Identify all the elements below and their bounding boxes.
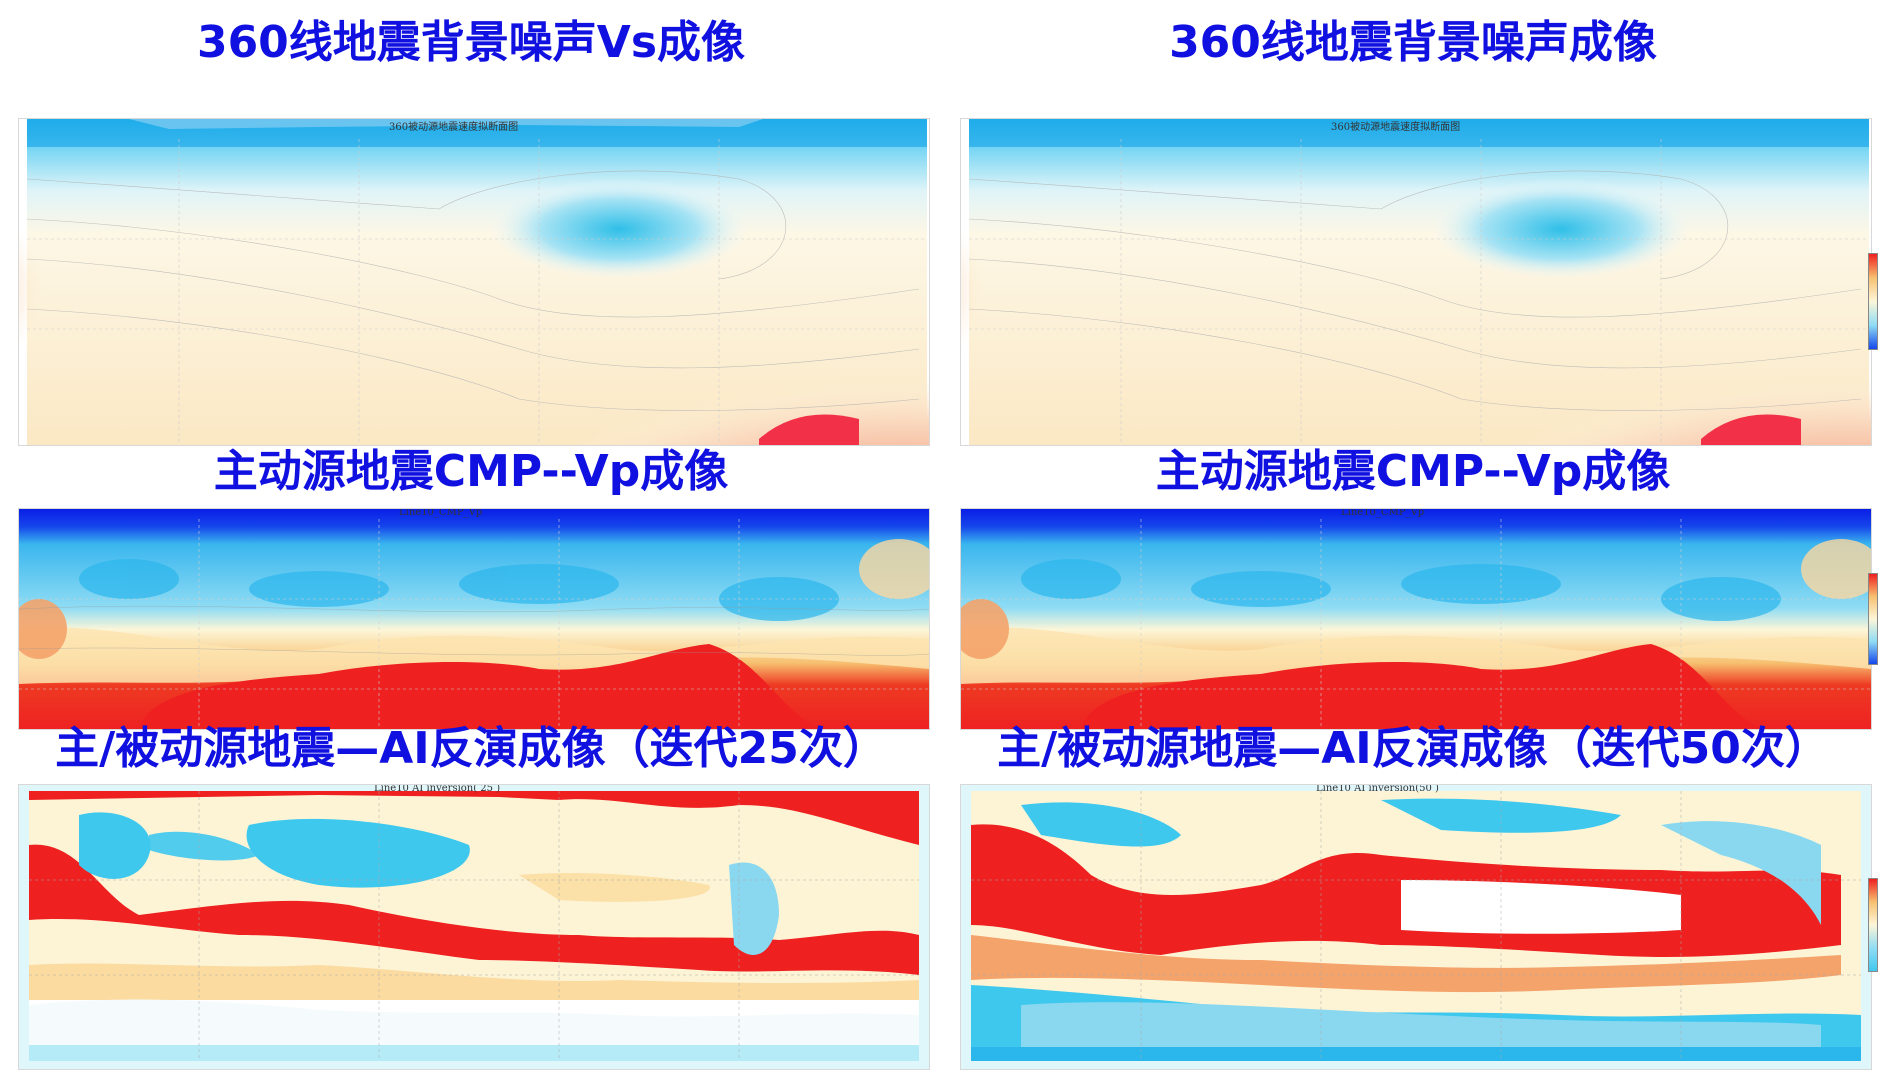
row3-title: 主/被动源地震—AI反演成像（迭代25次） [55,723,887,774]
passive-vs-section-plot: 360被动源地震速度拟断面图 [960,118,1872,446]
ai-inversion-image [961,785,1871,1069]
cmp-vp-section-plot: Line10_CMP_Vp [18,508,930,730]
vp-contour-image [19,509,929,729]
row1-title: 360线地震背景噪声成像 [1169,17,1657,68]
vs-contour-image [19,119,929,445]
ai-inversion-50-plot: Line10 AI inversion(50 ) [960,784,1872,1070]
passive-vs-section-plot: 360被动源地震速度拟断面图 [18,118,930,446]
cmp-vp-section-plot: Line10_CMP_Vp [960,508,1872,730]
row2-title: 主动源地震CMP--Vp成像 [1155,446,1671,497]
vp-contour-image [961,509,1871,729]
right-panel: 360线地震背景噪声成像 360被动源地震速度拟断面图 [942,0,1884,1072]
row3-title: 主/被动源地震—AI反演成像（迭代50次） [997,723,1829,774]
plot-title: Line10_CMP_Vp [1341,508,1425,518]
plot-title: Line10 AI inversion( 25 ) [374,784,501,794]
plot-title: 360被动源地震速度拟断面图 [389,122,519,133]
plot-title: Line10 AI inversion(50 ) [1316,784,1439,794]
colorbar [1868,878,1878,972]
colorbar [1868,253,1878,350]
row2-title: 主动源地震CMP--Vp成像 [213,446,729,497]
row1-title: 360线地震背景噪声Vs成像 [196,17,746,68]
colorbar [1868,573,1878,665]
plot-title: 360被动源地震速度拟断面图 [1331,122,1461,133]
left-panel: 360线地震背景噪声Vs成像 360被动源地震速度拟断面图 [18,17,930,1070]
ai-inversion-25-plot: Line10 AI inversion( 25 ) [18,784,930,1070]
plot-title: Line10_CMP_Vp [399,508,483,518]
vs-contour-image [961,119,1871,445]
ai-inversion-image [19,785,929,1069]
